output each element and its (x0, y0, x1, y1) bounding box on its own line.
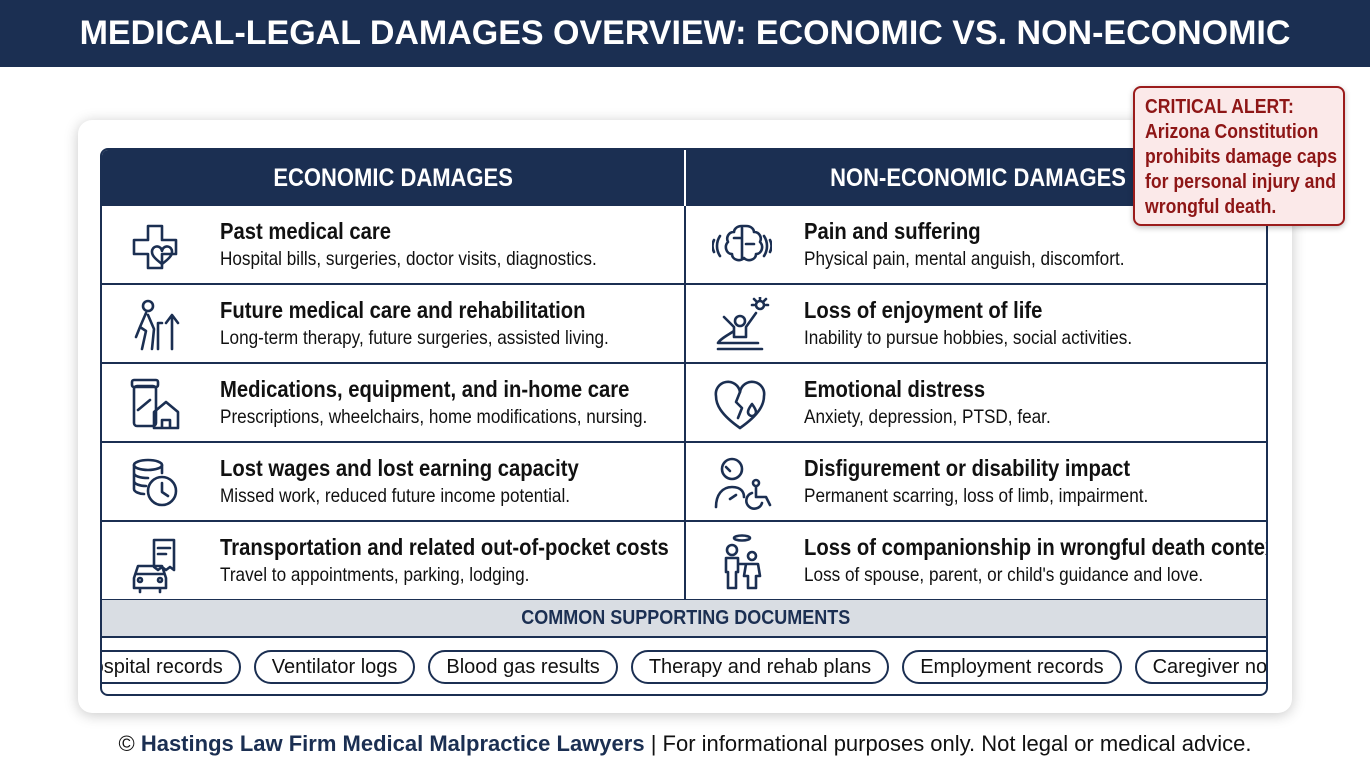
item-title: Transportation and related out-of-pocket… (220, 534, 669, 560)
item-title: Lost wages and lost earning capacity (220, 455, 579, 481)
row-cell: Disfigurement or disability impact Perman… (686, 443, 1266, 522)
item-description: Long-term therapy, future surgeries, ass… (220, 327, 609, 349)
row-text: Future medical care and rehabilitation Lo… (220, 295, 609, 351)
row-icon (714, 380, 766, 430)
document-label: Caregiver notes (1152, 656, 1268, 678)
row-icon (716, 297, 770, 351)
column-header-text: ECONOMIC DAMAGES (273, 164, 513, 192)
row-icon (134, 299, 180, 351)
row-icon (714, 457, 772, 510)
row-icon (130, 378, 180, 430)
column-header-text: NON-ECONOMIC DAMAGES (830, 164, 1126, 192)
document-label: Employment records (920, 656, 1104, 678)
row-icon (132, 458, 178, 507)
row-cell: Emotional distress Anxiety, depression, P… (686, 364, 1266, 443)
page-title: MEDICAL-LEGAL DAMAGES OVERVIEW: ECONOMIC… (0, 0, 1370, 67)
item-description: Inability to pursue hobbies, social acti… (804, 327, 1133, 349)
item-description: Permanent scarring, loss of limb, impair… (804, 485, 1149, 507)
alert-text: CRITICAL ALERT: Arizona Constitution pro… (1145, 95, 1338, 218)
row-text: Transportation and related out-of-pocket… (220, 532, 669, 588)
document-pill: Blood gas results (428, 650, 618, 684)
row-text: Emotional distress Anxiety, depression, P… (804, 374, 1051, 430)
row-icon (132, 538, 176, 594)
item-title: Past medical care (220, 218, 392, 244)
row-cell: Pain and suffering Physical pain, mental … (686, 206, 1266, 285)
rows: Past medical care Hospital bills, surgeri… (102, 206, 1268, 601)
row-text: Loss of enjoyment of life Inability to pu… (804, 295, 1132, 351)
footer-firm: Hastings Law Firm Medical Malpractice La… (140, 731, 645, 756)
footer: © Hastings Law Firm Medical Malpractice … (0, 728, 1370, 760)
document-pill: Therapy and rehab plans (630, 650, 890, 684)
item-description: Missed work, reduced future income poten… (220, 485, 571, 507)
item-title: Disfigurement or disability impact (804, 455, 1131, 481)
row-text: Loss of companionship in wrongful death … (804, 532, 1268, 588)
row-cell: Transportation and related out-of-pocket… (102, 522, 686, 601)
row-cell: Past medical care Hospital bills, surgeri… (102, 206, 686, 285)
item-description: Physical pain, mental anguish, discomfor… (804, 248, 1125, 270)
row-icon (724, 534, 762, 590)
documents-list: Hospital records Ventilator logs Blood gas… (102, 638, 1268, 694)
row-cell: Loss of enjoyment of life Inability to pu… (686, 285, 1266, 364)
item-description: Prescriptions, wheelchairs, home modific… (220, 406, 648, 428)
documents-title: COMMON SUPPORTING DOCUMENTS (521, 607, 851, 629)
document-pill: Employment records (902, 650, 1122, 684)
document-pill: Hospital records (102, 650, 241, 684)
item-description: Travel to appointments, parking, lodging… (220, 564, 530, 586)
document-pill: Ventilator logs (253, 650, 416, 684)
item-description: Hospital bills, surgeries, doctor visits… (220, 248, 597, 270)
alert-box: CRITICAL ALERT: Arizona Constitution pro… (1133, 86, 1345, 226)
row-text: Disfigurement or disability impact Perman… (804, 453, 1148, 509)
row-text: Medications, equipment, and in-home care… (220, 374, 647, 430)
item-title: Future medical care and rehabilitation (220, 297, 586, 323)
document-label: Therapy and rehab plans (648, 656, 872, 678)
column-header: ECONOMIC DAMAGES (102, 150, 686, 206)
row-icon (132, 224, 178, 270)
item-title: Loss of enjoyment of life (804, 297, 1043, 323)
item-description: Anxiety, depression, PTSD, fear. (804, 406, 1051, 428)
item-description: Loss of spouse, parent, or child's guida… (804, 564, 1204, 586)
row-text: Pain and suffering Physical pain, mental … (804, 216, 1124, 272)
row-cell: Loss of companionship in wrongful death … (686, 522, 1268, 601)
item-title: Medications, equipment, and in-home care (220, 376, 630, 402)
document-label: Blood gas results (446, 656, 600, 678)
damages-table: ECONOMIC DAMAGES NON-ECONOMIC DAMAGES Pa… (100, 148, 1268, 696)
footer-note: | For informational purposes only. Not l… (650, 731, 1252, 756)
row-text: Past medical care Hospital bills, surgeri… (220, 216, 597, 272)
footer-symbol: © (118, 731, 135, 756)
document-label: Hospital records (102, 656, 223, 678)
item-title: Loss of companionship in wrongful death … (804, 534, 1268, 560)
documents-header: COMMON SUPPORTING DOCUMENTS (102, 600, 1266, 638)
row-cell: Medications, equipment, and in-home care… (102, 364, 686, 443)
item-title: Pain and suffering (804, 218, 981, 244)
document-label: Ventilator logs (271, 656, 398, 678)
document-pill: Caregiver notes (1134, 650, 1268, 684)
row-cell: Future medical care and rehabilitation Lo… (102, 285, 686, 364)
row-text: Lost wages and lost earning capacity Miss… (220, 453, 579, 509)
row-icon (712, 224, 772, 262)
row-cell: Lost wages and lost earning capacity Miss… (102, 443, 686, 522)
item-title: Emotional distress (804, 376, 986, 402)
